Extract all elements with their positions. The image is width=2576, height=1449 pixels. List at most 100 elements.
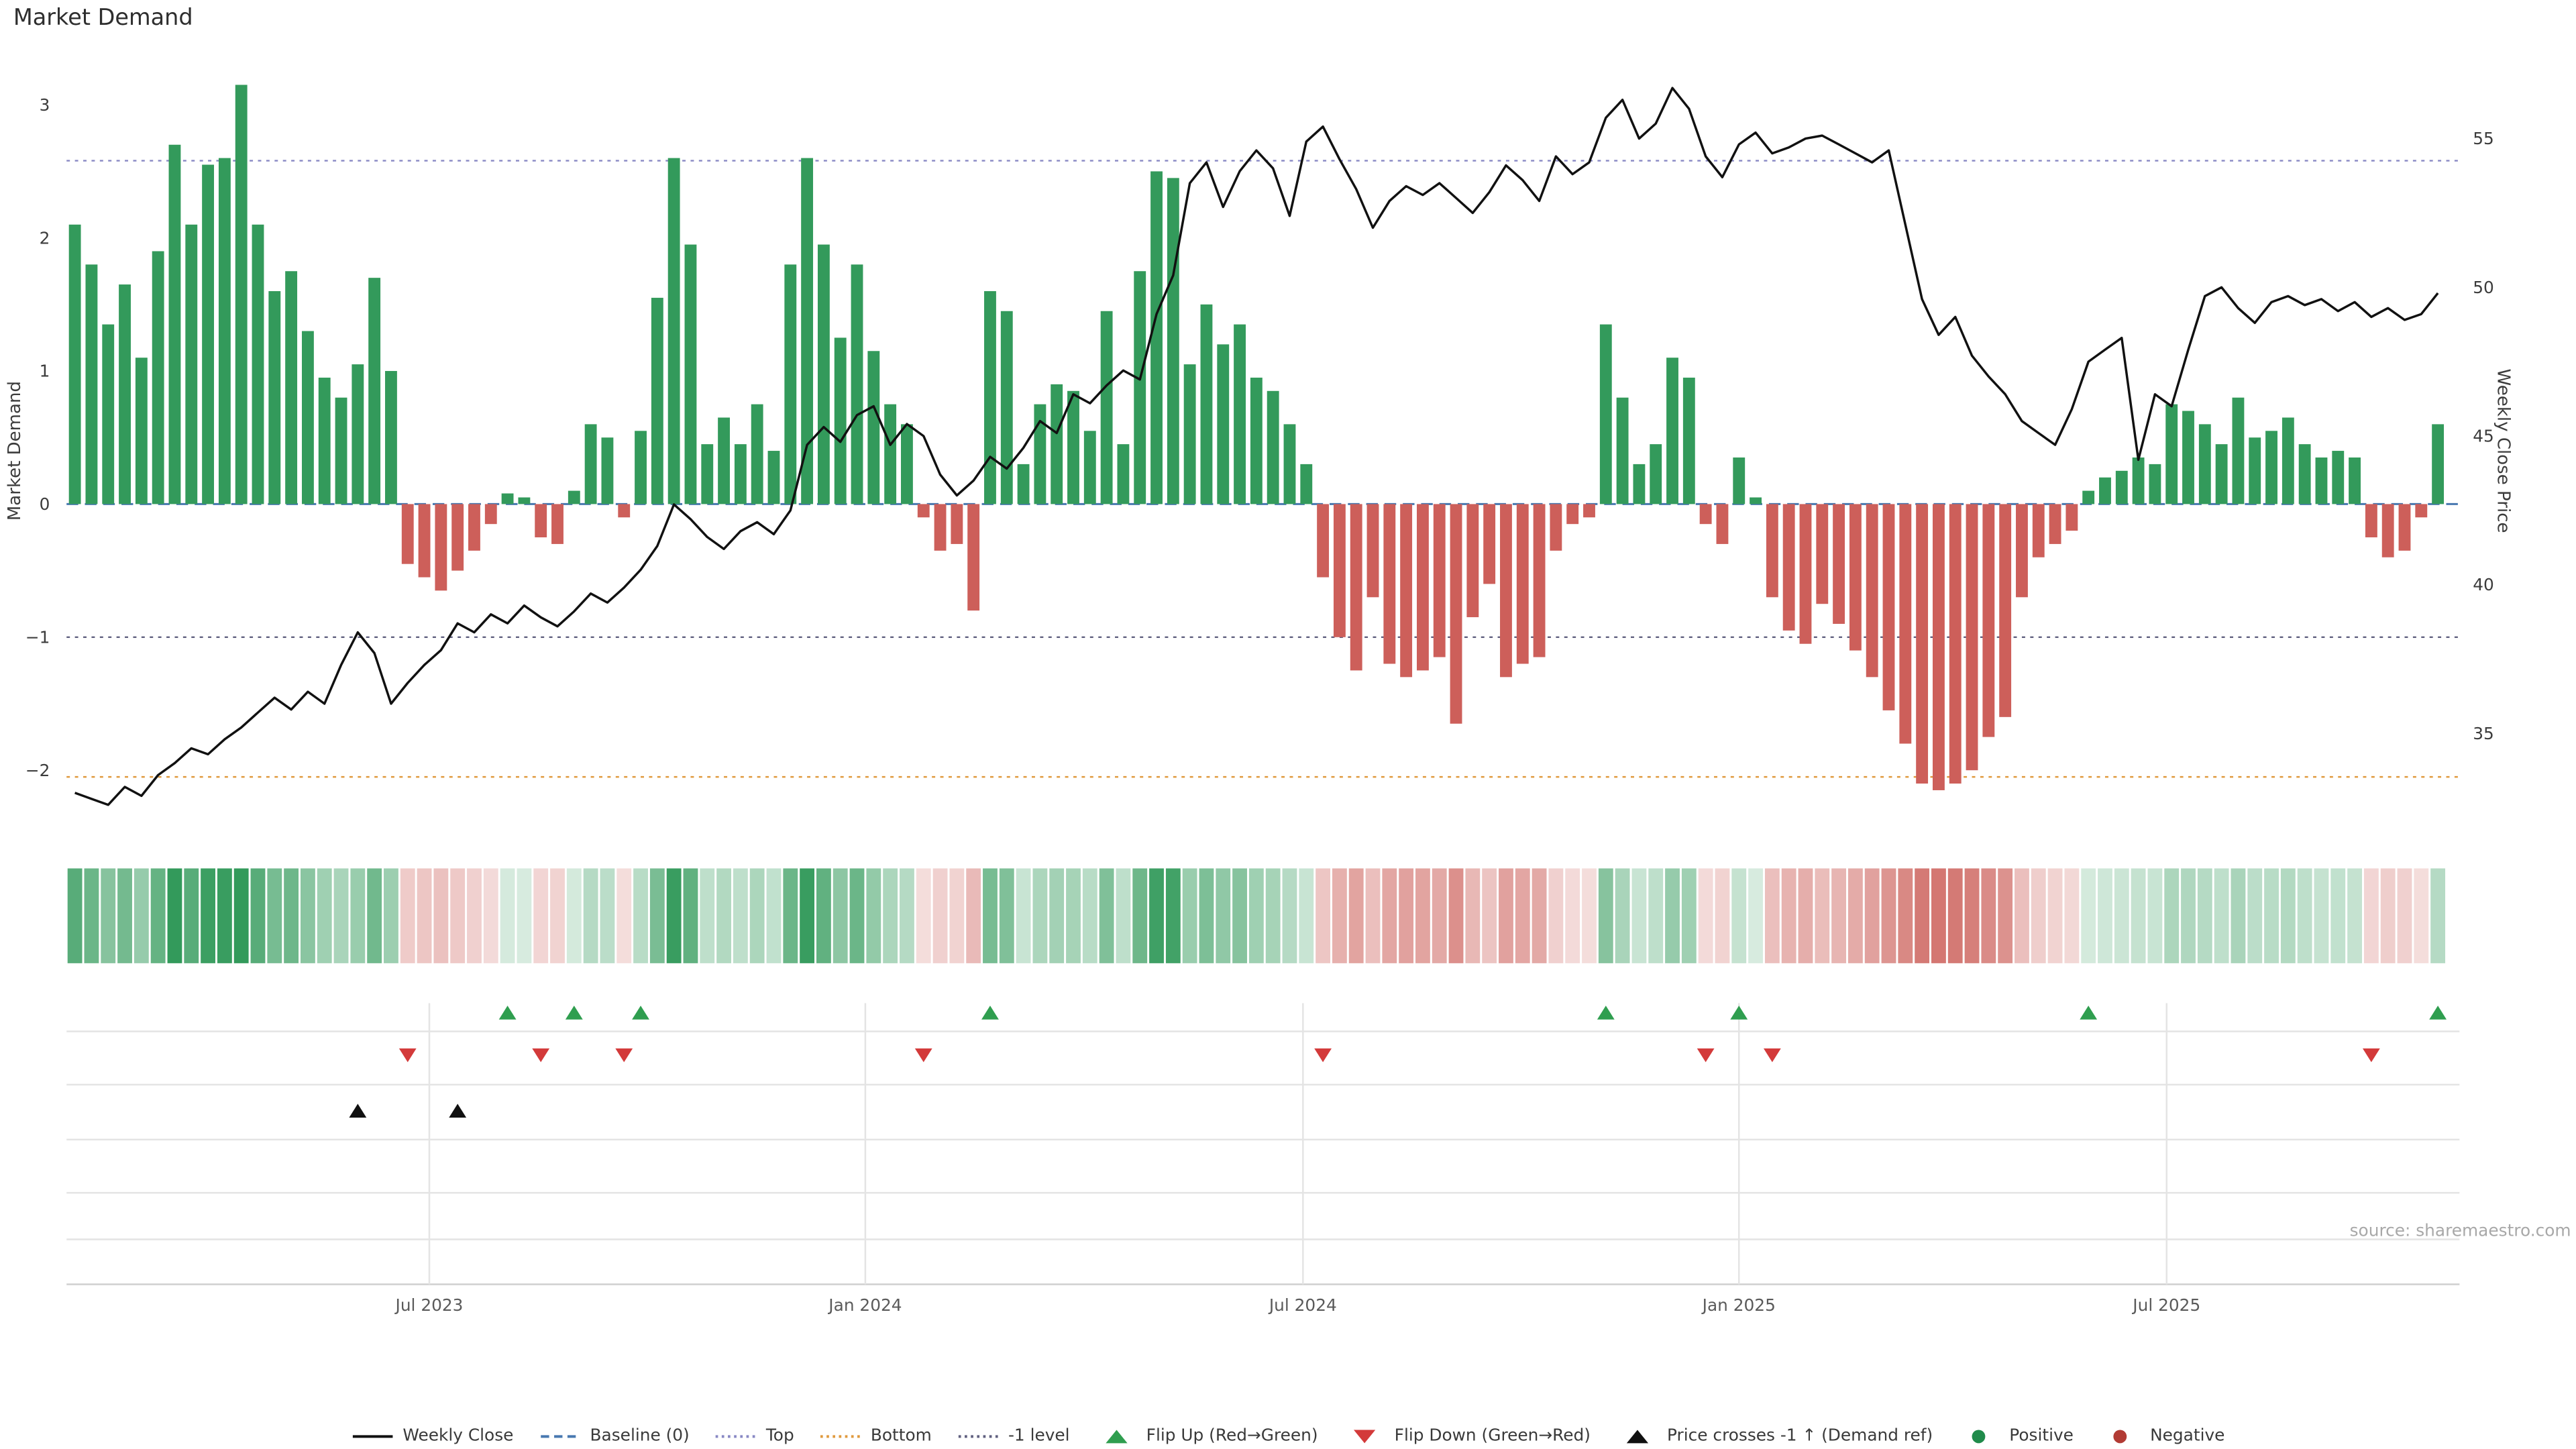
demand-bar-negative — [1932, 504, 1945, 790]
legend-item: Negative — [2098, 1428, 2224, 1446]
demand-bar-negative — [1366, 504, 1379, 598]
demand-bar-positive — [202, 164, 215, 504]
heat-cell — [1798, 868, 1813, 963]
heat-cell — [1132, 868, 1148, 963]
heat-cell — [201, 868, 215, 963]
demand-bar-positive — [1200, 304, 1213, 504]
heat-cell — [2231, 868, 2246, 963]
demand-bar-positive — [218, 158, 231, 504]
heat-cell — [700, 868, 715, 963]
heat-cell — [1615, 868, 1630, 963]
heat-cell — [1332, 868, 1347, 963]
legend-item-label: Price crosses -1 ↑ (Demand ref) — [1667, 1427, 1933, 1446]
demand-bar-negative — [1450, 504, 1462, 724]
demand-bar-positive — [2215, 444, 2228, 504]
left-tick-label: 0 — [40, 494, 50, 514]
demand-bar-positive — [701, 444, 714, 504]
demand-bar-negative — [468, 504, 480, 551]
heat-cell — [1099, 868, 1114, 963]
demand-bar-positive — [1067, 390, 1079, 504]
legend-symbol-dashed — [540, 1435, 580, 1438]
demand-bar-positive — [1234, 324, 1246, 504]
demand-bar-negative — [1317, 504, 1330, 578]
demand-bar-positive — [1283, 424, 1296, 504]
demand-bar-negative — [1466, 504, 1479, 618]
demand-bar-negative — [934, 504, 947, 551]
legend-symbol-triangle-down — [1353, 1430, 1376, 1444]
demand-bar-negative — [1833, 504, 1845, 624]
demand-bar-positive — [1250, 377, 1263, 504]
heat-cell — [1931, 868, 1946, 963]
demand-bar-negative — [1866, 504, 1878, 678]
heat-cell — [1299, 868, 1314, 963]
demand-bar-negative — [1949, 504, 1962, 784]
heat-cell — [1947, 868, 1963, 963]
demand-bar-positive — [1150, 171, 1163, 504]
heat-cell — [1981, 868, 1996, 963]
demand-bar-positive — [85, 264, 98, 504]
flip-down-marker — [532, 1048, 550, 1063]
heat-cell — [1631, 868, 1647, 963]
heat-cell — [2280, 868, 2296, 963]
flip-up-marker — [632, 1006, 649, 1020]
heat-cell — [583, 868, 598, 963]
demand-bar-positive — [1633, 464, 1646, 504]
heat-cell — [267, 868, 282, 963]
source-note: source: sharemaestro.com — [2349, 1222, 2571, 1242]
demand-bar-positive — [1100, 311, 1113, 504]
heat-cell — [483, 868, 498, 963]
heat-cell — [800, 868, 815, 963]
heat-cell — [1248, 868, 1264, 963]
heat-cell — [1182, 868, 1197, 963]
demand-bar-negative — [1799, 504, 1812, 644]
heat-cell — [2114, 868, 2129, 963]
triangle-up-icon — [1626, 1430, 1648, 1444]
demand-bar-negative — [2016, 504, 2028, 598]
demand-bar-positive — [884, 404, 897, 504]
demand-bar-negative — [1816, 504, 1829, 604]
demand-bar-positive — [1733, 457, 1746, 504]
heat-cell — [1399, 868, 1414, 963]
flip-down-marker — [615, 1048, 633, 1063]
legend-symbol-dot — [1972, 1430, 1986, 1444]
heat-cell — [117, 868, 132, 963]
legend-symbol-triangle-up — [1626, 1430, 1648, 1444]
demand-bar-negative — [1333, 504, 1346, 637]
heat-cell — [1199, 868, 1214, 963]
heat-cell — [1016, 868, 1031, 963]
demand-bar-negative — [951, 504, 963, 544]
left-tick-label: 1 — [40, 362, 50, 381]
x-tick-label: Jul 2024 — [1268, 1295, 1337, 1315]
heat-cell — [2414, 868, 2429, 963]
demand-bar-positive — [2132, 457, 2145, 504]
heat-cell — [683, 868, 698, 963]
heat-cell — [284, 868, 299, 963]
heat-cell — [2397, 868, 2412, 963]
x-tick-label: Jul 2023 — [394, 1295, 464, 1315]
demand-bar-negative — [1882, 504, 1895, 710]
heat-cell — [1781, 868, 1796, 963]
weekly-close-line — [74, 87, 2439, 806]
demand-bar-positive — [801, 158, 814, 504]
heat-cell — [1964, 868, 1980, 963]
heat-cell — [1998, 868, 2013, 963]
heat-cell — [900, 868, 914, 963]
demand-bar-negative — [1500, 504, 1512, 678]
dot-icon — [2113, 1430, 2127, 1444]
demand-bar-positive — [2298, 444, 2311, 504]
demand-bar-positive — [102, 324, 115, 504]
heat-cell — [1864, 868, 1880, 963]
demand-bar-positive — [568, 490, 580, 504]
demand-bar-positive — [2282, 417, 2294, 504]
legend-item: Baseline (0) — [539, 1428, 690, 1446]
heat-cell — [2047, 868, 2063, 963]
heat-cell — [833, 868, 848, 963]
demand-bar-negative — [1699, 504, 1712, 525]
demand-bar-positive — [352, 364, 364, 504]
heat-cell — [749, 868, 765, 963]
demand-bar-positive — [1051, 384, 1063, 504]
heat-cell — [2031, 868, 2046, 963]
demand-bar-positive — [584, 424, 597, 504]
triangle-down-icon — [1353, 1430, 1376, 1444]
demand-bar-negative — [451, 504, 464, 571]
